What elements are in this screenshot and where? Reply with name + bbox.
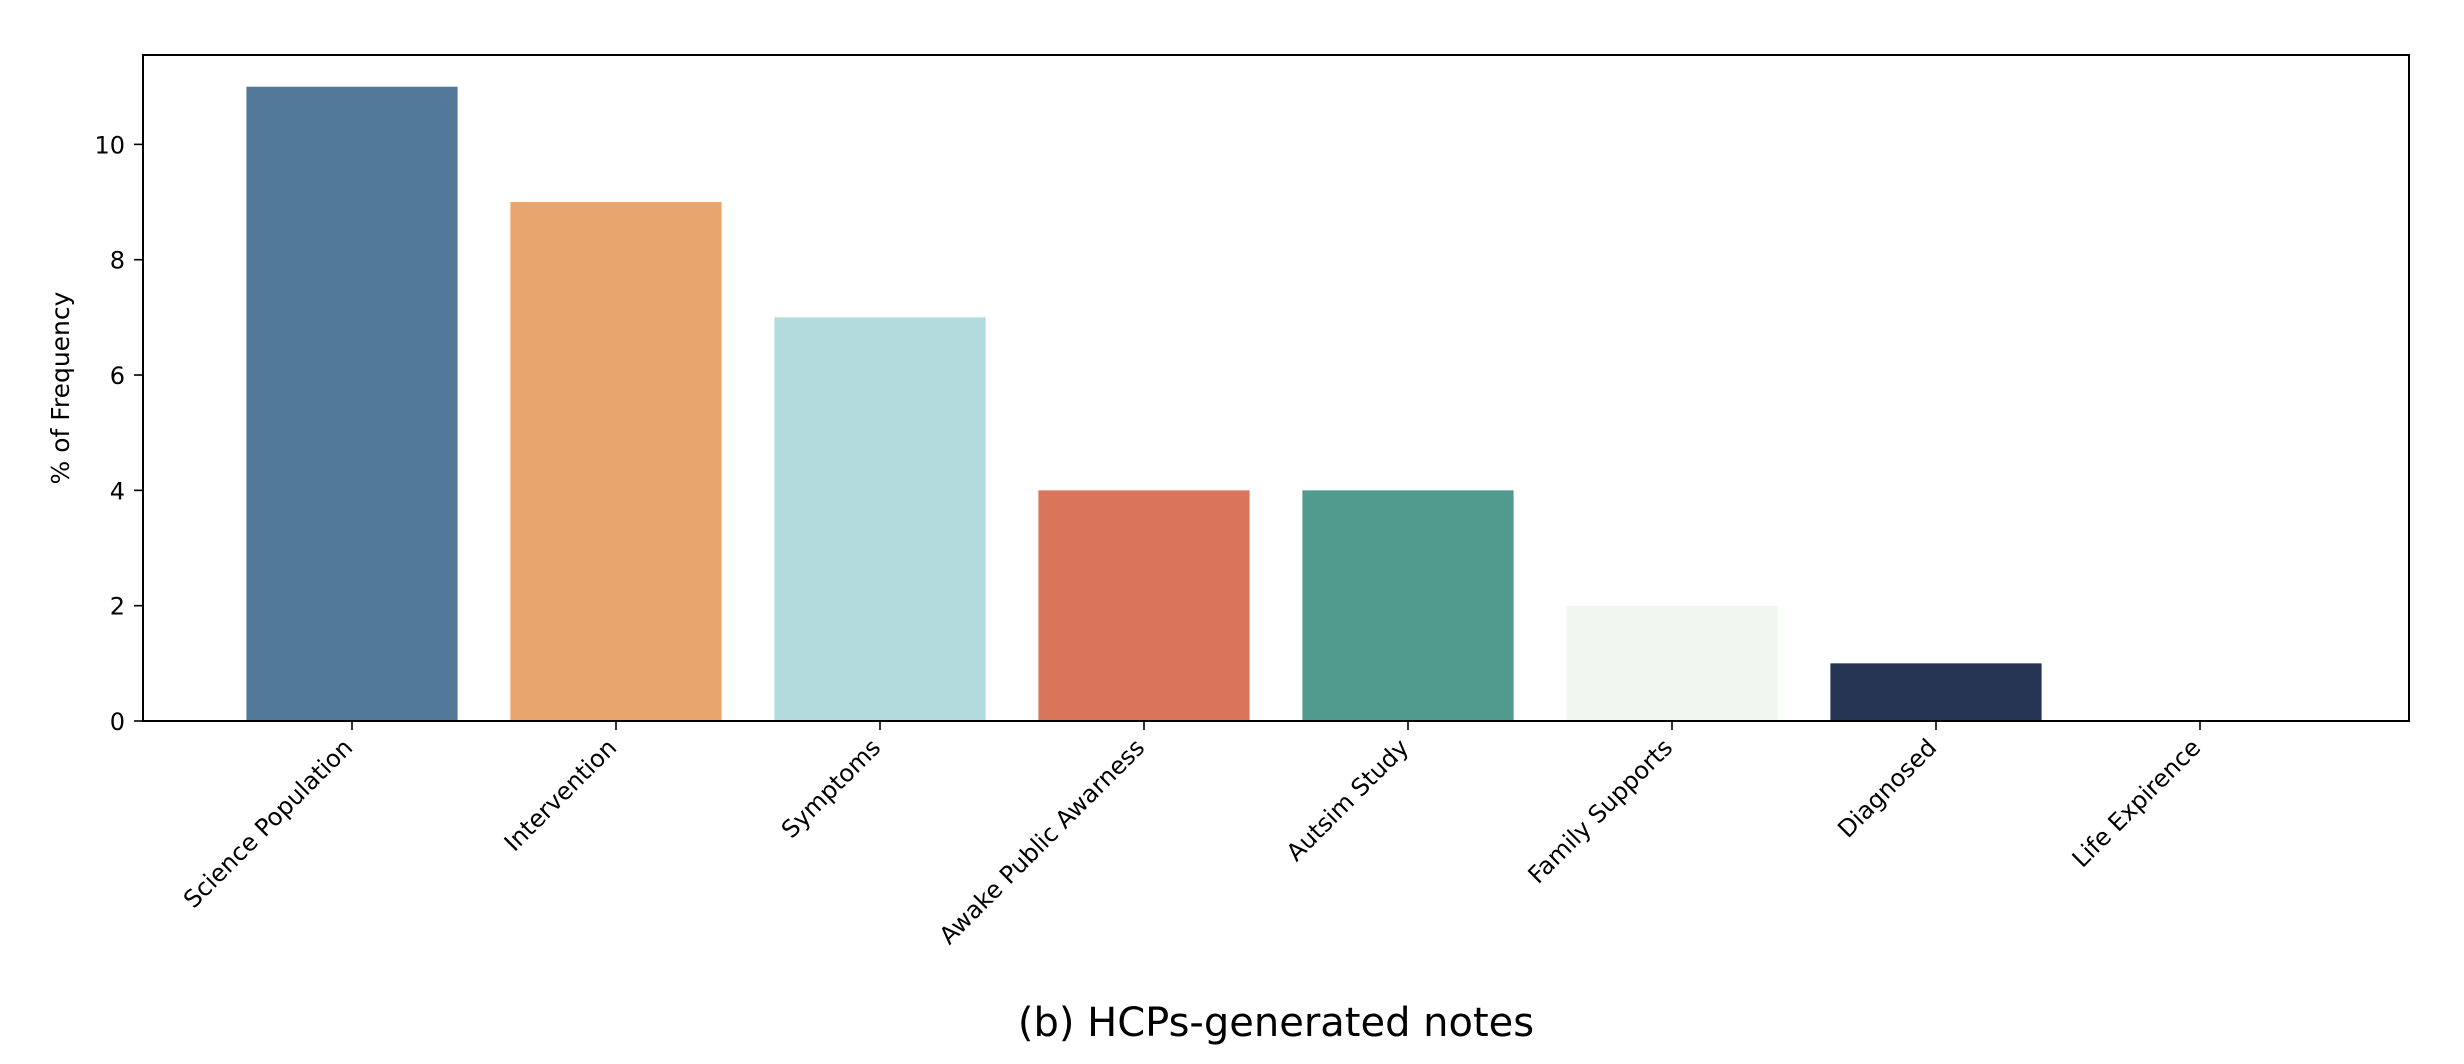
bar	[1830, 663, 2042, 721]
bar	[246, 86, 458, 721]
bar	[774, 317, 986, 721]
y-tick-label: 2	[110, 593, 125, 621]
y-axis-label: % of Frequency	[46, 291, 75, 484]
y-axis-ticks: 0 2 4 6 8 10	[94, 131, 143, 736]
chart-caption: (b) HCPs-generated notes	[1018, 1000, 1534, 1046]
y-tick-label: 0	[110, 708, 125, 736]
y-tick-label: 10	[94, 131, 125, 159]
bar	[1302, 490, 1514, 721]
bars-layer	[246, 86, 2042, 722]
bar	[1038, 490, 1250, 721]
plot-frame	[142, 54, 2410, 722]
bar	[510, 202, 722, 722]
y-tick-label: 8	[110, 247, 125, 275]
y-tick-label: 4	[110, 477, 125, 505]
bar	[1566, 605, 1778, 721]
y-tick-label: 6	[110, 362, 125, 390]
